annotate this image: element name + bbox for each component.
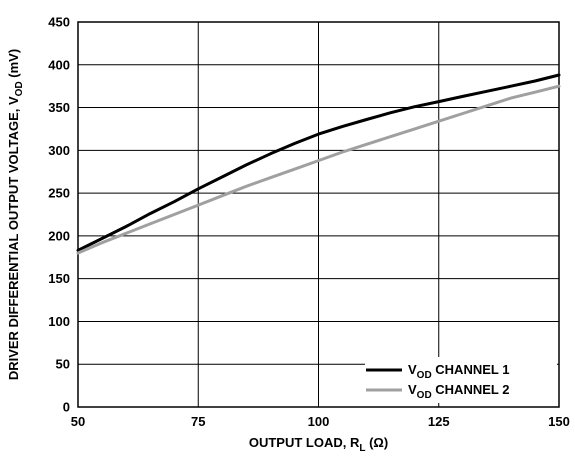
legend-label-suffix: CHANNEL 2: [432, 382, 510, 397]
series-line-channel-1: [76, 73, 561, 252]
series-line-channel-2: [76, 84, 561, 255]
x-tick-label: 125: [428, 414, 450, 429]
x-axis-label-suffix: (Ω): [365, 435, 388, 450]
y-axis-ticks: 0 50 100 150 200 250 300 350 400 450: [48, 15, 70, 415]
legend-label-sub: OD: [417, 390, 432, 401]
legend-label-channel-2: VOD CHANNEL 2: [408, 382, 509, 401]
y-axis-label-sub: OD: [14, 81, 25, 96]
legend-label-main: V: [408, 382, 417, 397]
x-tick-label: 75: [191, 414, 205, 429]
x-tick-label: 50: [71, 414, 85, 429]
y-tick-label: 200: [48, 228, 70, 243]
y-tick-label: 300: [48, 143, 70, 158]
y-axis-label: DRIVER DIFFERENTIAL OUTPUT VOLTAGE, VOD …: [6, 49, 25, 380]
y-tick-label: 400: [48, 57, 70, 72]
y-tick-label: 100: [48, 314, 70, 329]
y-tick-label: 0: [63, 400, 70, 415]
legend: VOD CHANNEL 1 VOD CHANNEL 2: [365, 357, 557, 403]
y-tick-label: 150: [48, 271, 70, 286]
x-axis-ticks: 50 75 100 125 150: [71, 414, 570, 429]
x-tick-label: 100: [308, 414, 330, 429]
legend-label-suffix: CHANNEL 1: [432, 362, 510, 377]
y-tick-label: 50: [56, 357, 70, 372]
series-lines: [76, 73, 561, 255]
y-tick-label: 350: [48, 100, 70, 115]
x-axis-label-main: OUTPUT LOAD, R: [249, 435, 360, 450]
legend-label-channel-1: VOD CHANNEL 1: [408, 362, 509, 381]
x-axis-label: OUTPUT LOAD, RL (Ω): [249, 435, 388, 454]
y-axis-label-suffix: (mV): [6, 49, 21, 82]
legend-background: [365, 357, 557, 403]
y-axis-label-main: DRIVER DIFFERENTIAL OUTPUT VOLTAGE, V: [6, 96, 21, 380]
y-tick-label: 250: [48, 186, 70, 201]
legend-label-main: V: [408, 362, 417, 377]
x-tick-label: 150: [548, 414, 570, 429]
legend-label-sub: OD: [417, 370, 432, 381]
plot-area: [77, 21, 560, 408]
y-tick-label: 450: [48, 15, 70, 30]
x-axis-label-sub: L: [359, 443, 365, 454]
